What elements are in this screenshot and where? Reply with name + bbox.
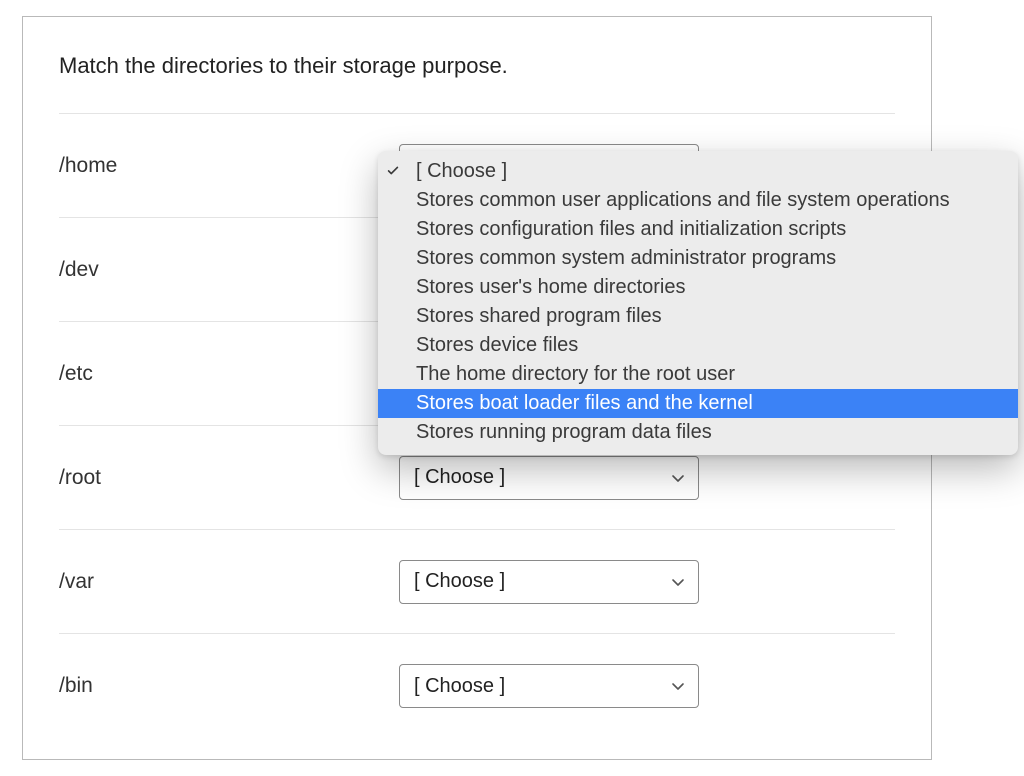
dropdown-option[interactable]: The home directory for the root user [378, 360, 1018, 389]
dir-label: /var [59, 570, 399, 594]
option-label: The home directory for the root user [416, 363, 735, 386]
option-label: Stores user's home directories [416, 276, 685, 299]
option-label: Stores common system administrator progr… [416, 247, 836, 270]
chevron-down-icon [670, 678, 686, 694]
dropdown-option[interactable]: Stores configuration files and initializ… [378, 215, 1018, 244]
choose-select-bin[interactable]: [ Choose ] [399, 664, 699, 708]
option-label: Stores configuration files and initializ… [416, 218, 846, 241]
dir-label: /bin [59, 674, 399, 698]
dropdown-option[interactable]: Stores shared program files [378, 302, 1018, 331]
option-label: Stores common user applications and file… [416, 189, 950, 212]
dropdown-option[interactable]: [ Choose ] [378, 157, 1018, 186]
dropdown-option-highlighted[interactable]: Stores boat loader files and the kernel [378, 389, 1018, 418]
choose-select-var[interactable]: [ Choose ] [399, 560, 699, 604]
chevron-down-icon [670, 470, 686, 486]
dir-label: /root [59, 466, 399, 490]
option-label: Stores boat loader files and the kernel [416, 392, 753, 415]
dropdown-menu[interactable]: [ Choose ] Stores common user applicatio… [378, 151, 1018, 455]
dir-label: /etc [59, 362, 399, 386]
choose-select-root[interactable]: [ Choose ] [399, 456, 699, 500]
match-row-bin: /bin [ Choose ] [59, 634, 895, 738]
check-icon [386, 160, 400, 183]
match-row-var: /var [ Choose ] [59, 530, 895, 634]
option-label: Stores shared program files [416, 305, 662, 328]
dir-label: /dev [59, 258, 399, 282]
select-value: [ Choose ] [414, 466, 505, 489]
question-text: Match the directories to their storage p… [59, 53, 895, 79]
dropdown-option[interactable]: Stores common system administrator progr… [378, 244, 1018, 273]
dropdown-option[interactable]: Stores common user applications and file… [378, 186, 1018, 215]
select-value: [ Choose ] [414, 570, 505, 593]
dropdown-option[interactable]: Stores running program data files [378, 418, 1018, 447]
chevron-down-icon [670, 574, 686, 590]
dropdown-option[interactable]: Stores user's home directories [378, 273, 1018, 302]
option-label: [ Choose ] [416, 160, 507, 183]
option-label: Stores running program data files [416, 421, 712, 444]
option-label: Stores device files [416, 334, 578, 357]
dir-label: /home [59, 154, 399, 178]
select-value: [ Choose ] [414, 675, 505, 698]
dropdown-option[interactable]: Stores device files [378, 331, 1018, 360]
